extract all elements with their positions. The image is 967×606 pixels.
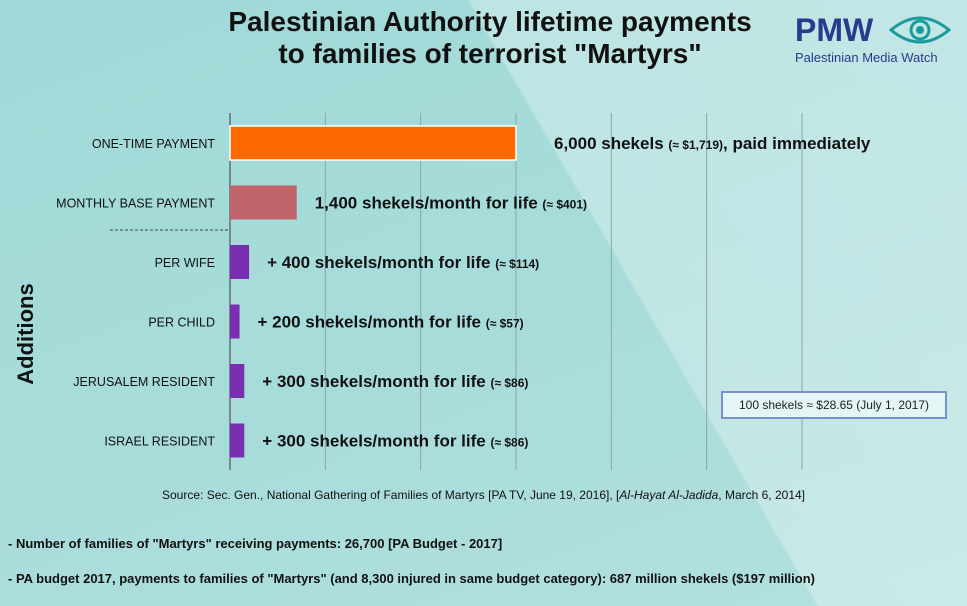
- category-labels: ONE-TIME PAYMENT MONTHLY BASE PAYMENT PER …: [56, 137, 215, 449]
- bar: [230, 304, 240, 339]
- title-line-1: Palestinian Authority lifetime payments: [228, 6, 752, 37]
- value-label-usd: (≈ $1,719): [668, 138, 723, 152]
- logo-brand: PMW: [795, 12, 874, 48]
- value-label-main: + 200 shekels/month for life: [258, 313, 486, 332]
- category-label: PER WIFE: [155, 256, 215, 270]
- value-label: 1,400 shekels/month for life (≈ $401): [315, 194, 587, 213]
- category-label: ISRAEL RESIDENT: [104, 435, 215, 449]
- value-label-usd: (≈ $114): [495, 257, 539, 271]
- value-label-main: + 400 shekels/month for life: [267, 253, 495, 272]
- source-italic: Al-Hayat Al-Jadida: [619, 488, 719, 502]
- bar: [230, 245, 250, 279]
- logo-subtitle: Palestinian Media Watch: [795, 50, 938, 65]
- source-suffix: , March 6, 2014]: [718, 488, 805, 502]
- additions-group-label: Additions: [13, 283, 38, 384]
- chart-bars: [229, 125, 517, 458]
- page-title: Palestinian Authority lifetime payments …: [160, 6, 820, 70]
- eye-icon: [889, 16, 951, 44]
- bullet-families: - Number of families of "Martyrs" receiv…: [8, 536, 503, 551]
- bar: [230, 423, 245, 458]
- bar: [230, 185, 297, 220]
- value-label-usd: (≈ $57): [486, 317, 524, 331]
- value-label-main: 6,000 shekels: [554, 134, 668, 153]
- value-label: + 300 shekels/month for life (≈ $86): [262, 432, 528, 451]
- value-label-suffix: , paid immediately: [723, 134, 871, 153]
- value-label: + 300 shekels/month for life (≈ $86): [262, 372, 528, 391]
- value-label: + 200 shekels/month for life (≈ $57): [258, 313, 524, 332]
- value-label-usd: (≈ $86): [490, 436, 528, 450]
- category-label: MONTHLY BASE PAYMENT: [56, 197, 215, 211]
- title-line-2: to families of terrorist "Martyrs": [278, 38, 702, 69]
- value-label-usd: (≈ $401): [542, 198, 587, 212]
- source-prefix: Source: Sec. Gen., National Gathering of…: [162, 488, 620, 502]
- value-label-main: 1,400 shekels/month for life: [315, 194, 543, 213]
- value-label-usd: (≈ $86): [490, 376, 528, 390]
- bar: [229, 125, 517, 161]
- value-labels: 6,000 shekels (≈ $1,719), paid immediate…: [258, 134, 871, 451]
- bar: [230, 364, 245, 398]
- source-citation: Source: Sec. Gen., National Gathering of…: [0, 488, 967, 502]
- category-label: ONE-TIME PAYMENT: [92, 137, 216, 151]
- value-label: 6,000 shekels (≈ $1,719), paid immediate…: [554, 134, 871, 153]
- bullet-budget: - PA budget 2017, payments to families o…: [8, 571, 815, 586]
- value-label: + 400 shekels/month for life (≈ $114): [267, 253, 539, 272]
- value-label-main: + 300 shekels/month for life: [262, 432, 490, 451]
- pmw-logo: PMW Palestinian Media Watch: [795, 10, 955, 66]
- category-label: PER CHILD: [148, 316, 215, 330]
- category-label: JERUSALEM RESIDENT: [73, 375, 215, 389]
- exchange-rate-note: 100 shekels ≈ $28.65 (July 1, 2017): [721, 391, 947, 419]
- value-label-main: + 300 shekels/month for life: [262, 372, 490, 391]
